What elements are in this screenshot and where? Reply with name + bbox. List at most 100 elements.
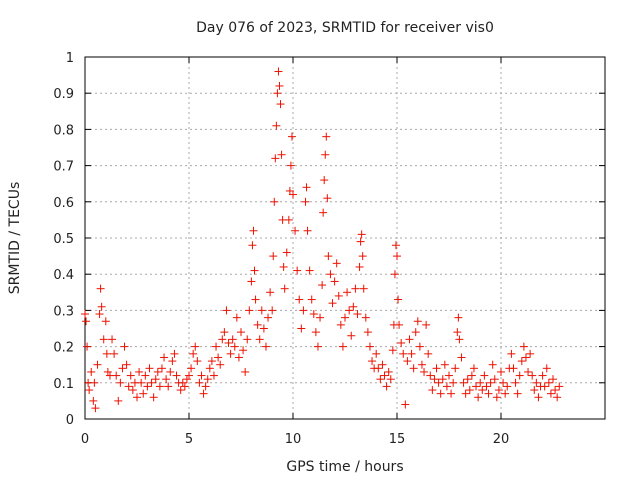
data-point bbox=[478, 386, 487, 395]
data-point bbox=[338, 342, 347, 351]
data-point bbox=[382, 382, 391, 391]
data-point bbox=[87, 367, 96, 376]
data-point bbox=[81, 310, 89, 319]
data-point bbox=[259, 324, 268, 333]
data-point bbox=[474, 393, 483, 402]
data-point bbox=[432, 364, 441, 373]
data-point bbox=[463, 375, 472, 384]
data-point bbox=[476, 378, 485, 387]
data-point bbox=[176, 386, 185, 395]
data-point bbox=[180, 382, 189, 391]
data-point bbox=[284, 215, 293, 224]
data-point bbox=[341, 313, 349, 322]
data-point bbox=[133, 393, 141, 402]
data-point bbox=[530, 386, 539, 395]
data-point bbox=[497, 367, 505, 376]
data-point bbox=[378, 360, 387, 369]
data-point bbox=[345, 306, 354, 315]
data-point bbox=[394, 295, 403, 304]
y-tick-label: 0.1 bbox=[53, 377, 74, 392]
data-point bbox=[503, 382, 512, 391]
data-point bbox=[469, 364, 478, 373]
data-point bbox=[490, 375, 499, 384]
data-point bbox=[103, 367, 112, 376]
data-point bbox=[397, 338, 406, 347]
data-point bbox=[237, 328, 245, 337]
data-point bbox=[521, 353, 530, 362]
data-point bbox=[297, 324, 306, 333]
data-point bbox=[112, 371, 121, 380]
data-point bbox=[363, 328, 372, 337]
data-point bbox=[269, 252, 278, 261]
data-point bbox=[449, 378, 458, 387]
data-point bbox=[403, 357, 412, 366]
data-point bbox=[135, 367, 144, 376]
data-point bbox=[191, 342, 200, 351]
data-point bbox=[546, 389, 555, 398]
data-point bbox=[114, 396, 123, 405]
data-point bbox=[93, 360, 102, 369]
data-point bbox=[374, 364, 383, 373]
data-point bbox=[519, 342, 528, 351]
data-point bbox=[178, 378, 187, 387]
data-point bbox=[499, 378, 508, 387]
data-point bbox=[347, 331, 356, 340]
data-point bbox=[509, 364, 518, 373]
data-point bbox=[170, 349, 179, 358]
y-tick-label: 0.8 bbox=[53, 123, 74, 138]
data-point bbox=[218, 335, 227, 344]
data-point bbox=[102, 349, 111, 358]
data-point bbox=[241, 367, 250, 376]
data-point bbox=[488, 360, 497, 369]
data-point bbox=[372, 349, 381, 358]
data-point bbox=[141, 371, 150, 380]
data-point bbox=[274, 67, 283, 76]
data-point bbox=[355, 262, 364, 271]
data-point bbox=[451, 364, 460, 373]
data-point bbox=[126, 371, 135, 380]
data-point bbox=[454, 313, 463, 322]
data-point bbox=[358, 252, 367, 261]
data-point bbox=[168, 357, 177, 366]
data-point bbox=[82, 317, 91, 326]
data-point bbox=[436, 389, 445, 398]
data-point bbox=[166, 367, 175, 376]
y-tick-label: 0.2 bbox=[53, 341, 74, 356]
data-point bbox=[295, 295, 304, 304]
data-point bbox=[286, 161, 295, 170]
data-point bbox=[457, 353, 466, 362]
data-point bbox=[319, 208, 328, 217]
data-point bbox=[212, 342, 221, 351]
data-point bbox=[101, 317, 110, 326]
data-point bbox=[393, 252, 401, 261]
data-point bbox=[122, 360, 131, 369]
data-point bbox=[287, 132, 296, 141]
data-point bbox=[526, 349, 535, 358]
x-tick-label: 10 bbox=[285, 432, 302, 447]
data-point bbox=[542, 364, 551, 373]
data-point bbox=[268, 306, 277, 315]
data-point bbox=[143, 382, 152, 391]
data-point bbox=[97, 302, 106, 311]
x-tick-label: 0 bbox=[81, 432, 89, 447]
data-point bbox=[253, 320, 262, 329]
data-point bbox=[305, 266, 314, 275]
data-point bbox=[205, 364, 214, 373]
data-point bbox=[137, 378, 146, 387]
data-point bbox=[528, 371, 537, 380]
data-point bbox=[459, 378, 468, 387]
data-point bbox=[149, 393, 158, 402]
data-point bbox=[321, 150, 330, 159]
data-point bbox=[195, 378, 204, 387]
data-point bbox=[199, 389, 208, 398]
data-point bbox=[343, 288, 352, 297]
data-point bbox=[357, 230, 366, 239]
data-point bbox=[551, 386, 560, 395]
x-axis-label: GPS time / hours bbox=[286, 459, 403, 475]
data-point bbox=[245, 306, 254, 315]
data-point bbox=[467, 371, 476, 380]
data-point bbox=[440, 360, 449, 369]
data-point bbox=[359, 284, 368, 293]
data-point bbox=[538, 371, 547, 380]
